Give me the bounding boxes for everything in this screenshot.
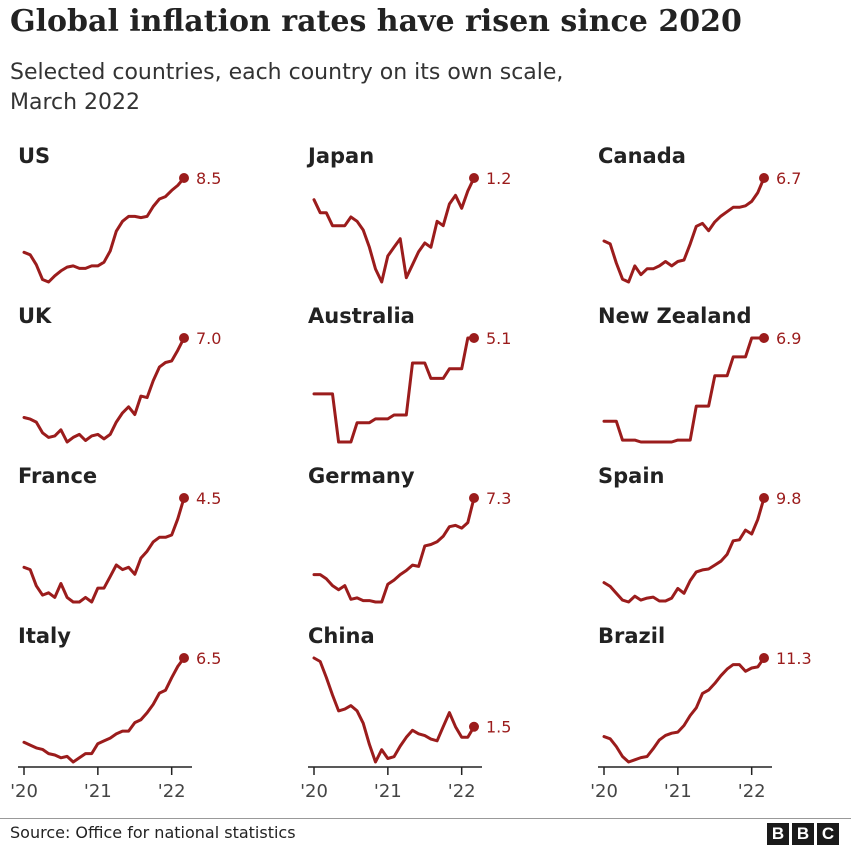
footer-divider bbox=[0, 818, 851, 819]
series-line bbox=[312, 656, 476, 764]
latest-value-label: 5.1 bbox=[486, 329, 511, 348]
country-label: Brazil bbox=[598, 624, 666, 648]
country-label: Italy bbox=[18, 624, 71, 648]
latest-value-label: 7.3 bbox=[486, 489, 511, 508]
x-tick-label: '22 bbox=[158, 781, 186, 802]
latest-value-label: 4.5 bbox=[196, 489, 221, 508]
panel-new-zealand: New Zealand 6.9 bbox=[590, 304, 850, 460]
latest-point bbox=[179, 333, 189, 343]
series-line bbox=[312, 336, 476, 444]
latest-point bbox=[179, 653, 189, 663]
series-line bbox=[22, 496, 186, 604]
line-chart: 6.9 bbox=[602, 329, 801, 444]
line-chart: 6.5 '20 '21 '22 bbox=[10, 649, 221, 802]
series-line bbox=[312, 496, 476, 604]
panel-china: China 1.5 '20 '21 '22 bbox=[300, 624, 560, 802]
x-tick-label: '22 bbox=[738, 781, 766, 802]
line-chart: 6.7 bbox=[602, 169, 801, 284]
country-label: Japan bbox=[308, 144, 375, 168]
series-line bbox=[22, 336, 186, 444]
series-line bbox=[602, 336, 766, 444]
line-chart: 5.1 bbox=[312, 329, 511, 444]
latest-point bbox=[759, 653, 769, 663]
latest-value-label: 11.3 bbox=[776, 649, 812, 668]
bbc-logo-letter-2: B bbox=[792, 823, 814, 845]
x-tick-label: '21 bbox=[374, 781, 402, 802]
series-line bbox=[22, 656, 186, 764]
panel-uk: UK 7.0 bbox=[10, 304, 270, 460]
latest-value-label: 6.7 bbox=[776, 169, 801, 188]
latest-point bbox=[469, 493, 479, 503]
panel-spain: Spain 9.8 bbox=[590, 464, 850, 620]
x-tick-label: '20 bbox=[300, 781, 328, 802]
country-label: Germany bbox=[308, 464, 415, 488]
latest-value-label: 8.5 bbox=[196, 169, 221, 188]
panel-japan: Japan 1.2 bbox=[300, 144, 560, 300]
latest-point bbox=[179, 173, 189, 183]
panel-france: France 4.5 bbox=[10, 464, 270, 620]
line-chart: 4.5 bbox=[22, 489, 221, 604]
panel-us: US 8.5 bbox=[10, 144, 270, 300]
panel-brazil: Brazil 11.3 '20 '21 '22 bbox=[590, 624, 850, 802]
latest-value-label: 9.8 bbox=[776, 489, 801, 508]
series-line bbox=[602, 176, 766, 284]
latest-point bbox=[469, 173, 479, 183]
country-label: Spain bbox=[598, 464, 665, 488]
panel-canada: Canada 6.7 bbox=[590, 144, 850, 300]
line-chart: 9.8 bbox=[602, 489, 801, 604]
latest-value-label: 1.2 bbox=[486, 169, 511, 188]
line-chart: 1.5 '20 '21 '22 bbox=[300, 656, 511, 802]
x-tick-label: '21 bbox=[664, 781, 692, 802]
latest-point bbox=[759, 333, 769, 343]
country-label: US bbox=[18, 144, 51, 168]
latest-point bbox=[759, 173, 769, 183]
series-line bbox=[602, 496, 766, 604]
country-label: Canada bbox=[598, 144, 686, 168]
latest-value-label: 6.9 bbox=[776, 329, 801, 348]
series-line bbox=[312, 176, 476, 284]
x-tick-label: '20 bbox=[590, 781, 618, 802]
line-chart: 7.3 bbox=[312, 489, 511, 604]
panel-australia: Australia 5.1 bbox=[300, 304, 560, 460]
series-line bbox=[602, 656, 766, 764]
country-label: UK bbox=[18, 304, 52, 328]
series-line bbox=[22, 176, 186, 284]
latest-value-label: 1.5 bbox=[486, 718, 511, 737]
line-chart: 8.5 bbox=[22, 169, 221, 284]
country-label: France bbox=[18, 464, 98, 488]
latest-point bbox=[469, 721, 479, 732]
x-tick-label: '21 bbox=[84, 781, 112, 802]
bbc-logo-letter-3: C bbox=[817, 823, 839, 845]
line-chart: 1.2 bbox=[312, 169, 511, 284]
panel-italy: Italy 6.5 '20 '21 '22 bbox=[10, 624, 270, 802]
line-chart: 7.0 bbox=[22, 329, 221, 444]
subtitle-line-1: Selected countries, each country on its … bbox=[10, 60, 564, 85]
bbc-logo: B B C bbox=[767, 823, 839, 845]
x-tick-label: '20 bbox=[10, 781, 38, 802]
line-chart: 11.3 '20 '21 '22 bbox=[590, 649, 812, 802]
country-label: China bbox=[308, 624, 375, 648]
subtitle-line-2: March 2022 bbox=[10, 90, 141, 115]
country-label: Australia bbox=[308, 304, 415, 328]
chart-subtitle: Selected countries, each country on its … bbox=[10, 58, 563, 118]
source-note: Source: Office for national statistics bbox=[10, 823, 296, 842]
x-tick-label: '22 bbox=[448, 781, 476, 802]
chart-title: Global inflation rates have risen since … bbox=[10, 4, 742, 39]
panel-germany: Germany 7.3 bbox=[300, 464, 560, 620]
bbc-logo-letter-1: B bbox=[767, 823, 789, 845]
latest-value-label: 7.0 bbox=[196, 329, 221, 348]
latest-point bbox=[179, 493, 189, 503]
latest-point bbox=[469, 333, 479, 343]
latest-value-label: 6.5 bbox=[196, 649, 221, 668]
country-label: New Zealand bbox=[598, 304, 752, 328]
latest-point bbox=[759, 493, 769, 503]
